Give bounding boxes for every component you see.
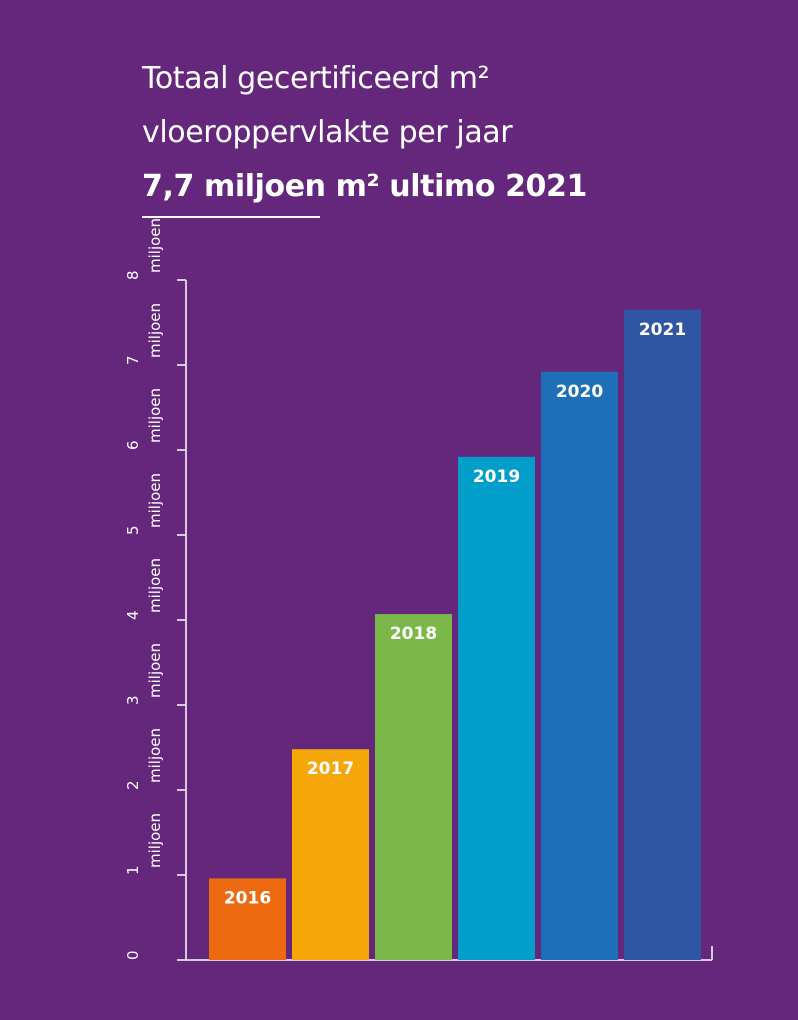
- y-tick-unit: miljoen: [146, 473, 164, 528]
- bar-label-2019: 2019: [473, 467, 520, 487]
- bar-label-2016: 2016: [224, 888, 271, 908]
- y-tick-label: 0: [124, 950, 142, 960]
- y-axis: 0 1miljoen 2miljoen 3miljoen 4miljoen 5miljoe…: [124, 218, 187, 960]
- bar-label-2017: 2017: [307, 759, 354, 779]
- y-tick-unit: miljoen: [146, 303, 164, 358]
- bar-2016: [209, 878, 286, 960]
- bar-label-2020: 2020: [556, 382, 603, 402]
- y-tick-unit: miljoen: [146, 218, 164, 273]
- y-tick-unit: miljoen: [146, 558, 164, 613]
- y-tick-label: 7miljoen: [124, 303, 164, 365]
- bar-2019: [458, 456, 535, 960]
- bar-2017: [292, 749, 369, 960]
- chart-highlight: 7,7 miljoen m² ultimo 2021: [142, 169, 587, 204]
- y-tick-label: 5miljoen: [124, 473, 164, 535]
- y-tick-label: 6miljoen: [124, 388, 164, 450]
- bar-2018: [375, 614, 452, 960]
- bar-label-2018: 2018: [390, 624, 437, 644]
- y-tick-label: 4miljoen: [124, 558, 164, 620]
- y-tick-label: 2miljoen: [124, 728, 164, 790]
- bars-group: 2016 2017 2018 2019 2020 2021: [209, 309, 701, 960]
- bar-label-2021: 2021: [639, 320, 686, 340]
- y-tick-unit: miljoen: [146, 728, 164, 783]
- bar-2020: [541, 371, 618, 960]
- chart-title-line-2: vloeroppervlakte per jaar: [142, 115, 513, 150]
- y-tick-label: 8miljoen: [124, 218, 164, 280]
- bar-2021: [624, 309, 701, 960]
- chart-title-block: Totaal gecertificeerd m² vloeroppervlakt…: [142, 52, 762, 214]
- y-tick-label: 3miljoen: [124, 643, 164, 705]
- chart-title-line-1: Totaal gecertificeerd m²: [142, 61, 490, 96]
- y-tick-unit: miljoen: [146, 813, 164, 868]
- y-tick-unit: miljoen: [146, 388, 164, 443]
- y-tick-label: 1miljoen: [124, 813, 164, 875]
- title-underline: [142, 216, 320, 218]
- y-tick-unit: miljoen: [146, 643, 164, 698]
